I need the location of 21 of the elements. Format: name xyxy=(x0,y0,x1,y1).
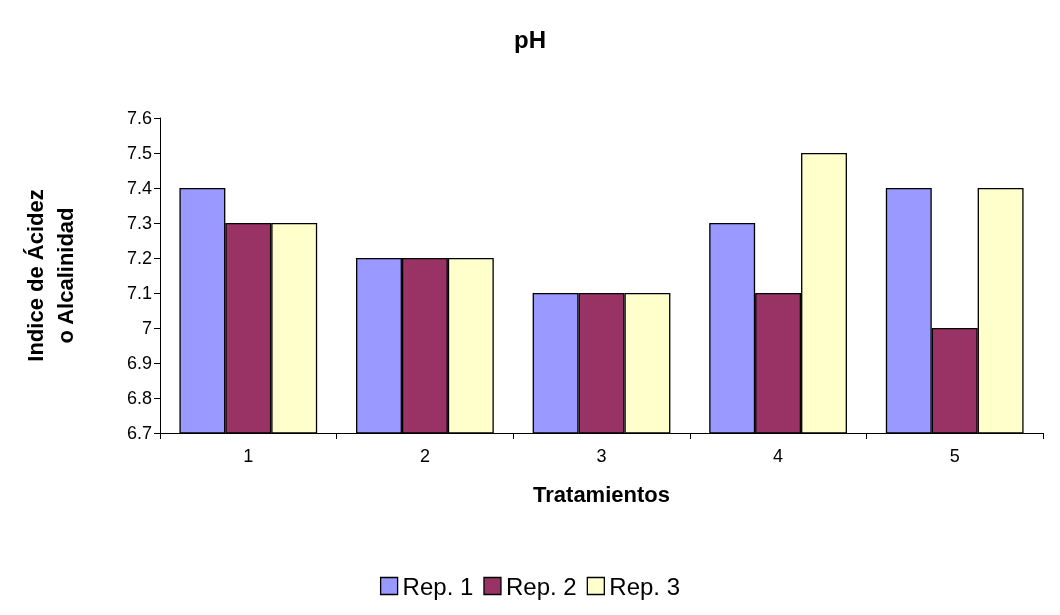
y-tick-label: 7.3 xyxy=(126,213,152,233)
y-tick-label: 6.9 xyxy=(126,353,152,373)
y-tick-label: 7.4 xyxy=(126,178,152,198)
y-tick-label: 7.1 xyxy=(126,283,152,303)
y-tick-label: 6.8 xyxy=(126,388,152,408)
y-tick-label: 7.2 xyxy=(126,248,152,268)
y-axis-title: Indice de Ácidez o Alcalinidad xyxy=(22,189,78,362)
y-tick-label: 6.7 xyxy=(126,423,152,443)
y-tick-label: 7.6 xyxy=(126,108,152,128)
y-tick-label: 7 xyxy=(141,318,152,338)
x-tick-label: 5 xyxy=(949,446,960,466)
x-tick-label: 1 xyxy=(243,446,254,466)
x-tick-label: 4 xyxy=(773,446,784,466)
legend-label: Rep. 2 xyxy=(505,572,577,600)
chart-title: pH xyxy=(514,25,546,53)
x-tick-label: 2 xyxy=(419,446,430,466)
x-axis-title: Tratamientos xyxy=(533,481,670,507)
legend-label: Rep. 3 xyxy=(609,572,681,600)
legend-label: Rep. 1 xyxy=(402,572,474,600)
y-tick-label: 7.5 xyxy=(126,143,152,163)
x-tick-label: 3 xyxy=(596,446,607,466)
